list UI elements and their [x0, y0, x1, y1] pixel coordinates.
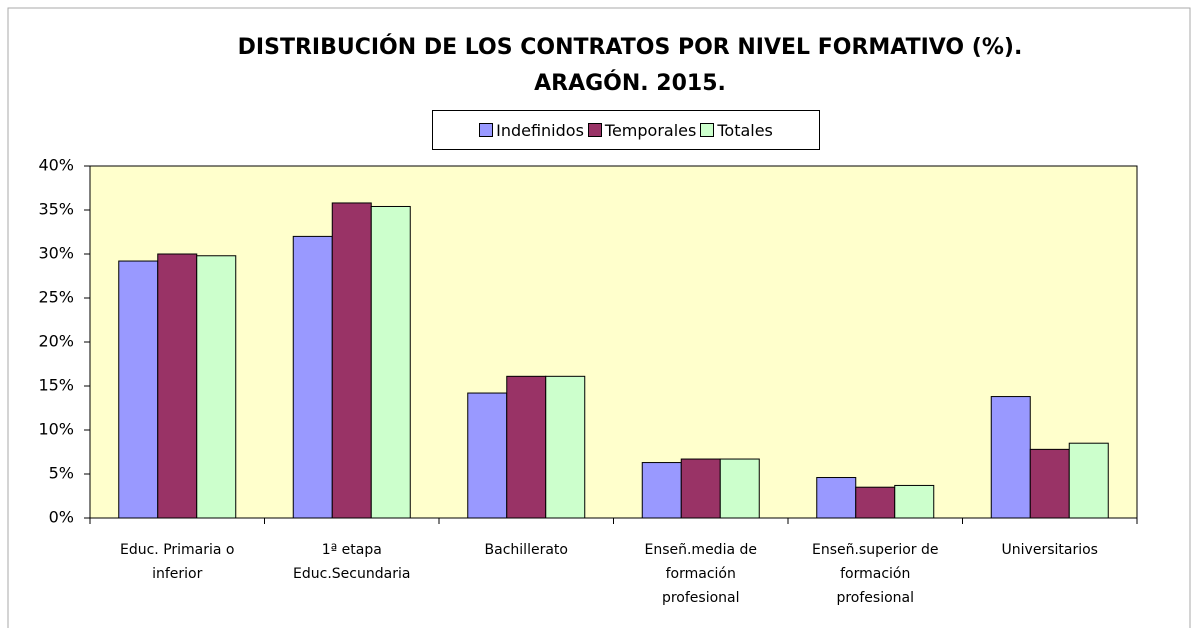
bar: [680, 458, 721, 519]
y-tick-label: 20%: [38, 332, 74, 351]
x-tick-label: Enseñ.media de formación profesional: [644, 542, 757, 606]
y-tick-label: 0%: [49, 508, 74, 527]
legend-label: Totales: [717, 120, 773, 140]
y-tick-label: 40%: [38, 156, 74, 175]
legend-swatch: [587, 123, 602, 137]
bar: [545, 375, 586, 519]
bar: [196, 255, 237, 519]
bar: [506, 375, 547, 519]
legend-label: Indefinidos: [496, 120, 584, 140]
bar: [157, 253, 198, 519]
y-tick-label: 5%: [49, 464, 74, 483]
y-tick-label: 10%: [38, 420, 74, 439]
bar: [641, 462, 682, 519]
y-tick-label: 25%: [38, 288, 74, 307]
legend-entry: Indefinidos: [479, 121, 584, 140]
bar: [331, 202, 372, 519]
chart-title: DISTRIBUCIÓN DE LOS CONTRATOS POR NIVEL …: [238, 34, 1023, 60]
bar: [292, 235, 333, 519]
bar: [855, 486, 896, 519]
bar: [719, 458, 760, 519]
bar: [990, 396, 1031, 519]
x-tick-label: Enseñ.superior de formación profesional: [811, 542, 939, 606]
bar: [467, 392, 508, 519]
x-tick-label: Bachillerato: [484, 542, 568, 558]
y-tick-label: 35%: [38, 200, 74, 219]
chart-title: ARAGÓN. 2015.: [534, 70, 726, 96]
bar: [816, 477, 857, 519]
legend-entry: Totales: [700, 121, 773, 140]
y-tick-label: 15%: [38, 376, 74, 395]
x-tick-label: Universitarios: [1001, 542, 1098, 558]
x-tick-label: Educ. Primaria o inferior: [119, 542, 235, 582]
legend-swatch: [700, 123, 715, 137]
bar: [118, 260, 159, 519]
bar: [1068, 442, 1109, 519]
x-tick-label: 1ª etapa Educ.Secundaria: [293, 542, 411, 582]
y-tick-label: 30%: [38, 244, 74, 263]
legend-swatch: [479, 123, 494, 137]
legend-label: Temporales: [604, 120, 697, 140]
plot-area: [89, 165, 1138, 519]
bar: [894, 484, 935, 519]
bar: [370, 205, 411, 519]
legend-entry: Temporales: [587, 120, 697, 140]
bar: [1029, 448, 1070, 519]
legend: Indefinidos Temporales Totales: [432, 110, 820, 150]
